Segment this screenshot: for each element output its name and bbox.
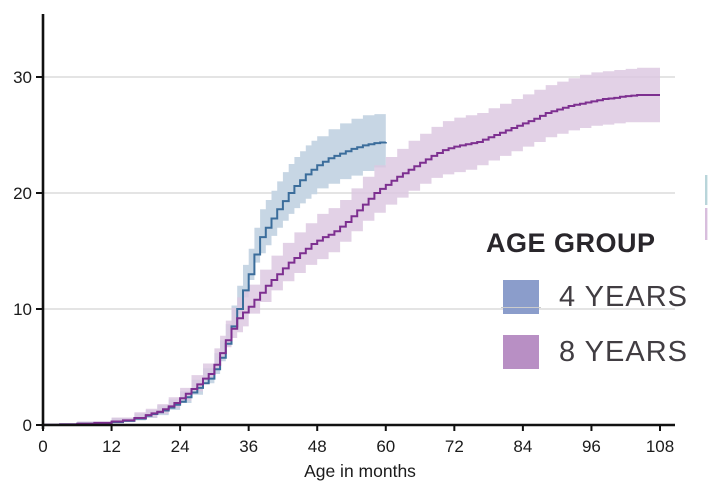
x-tick-label-96: 96 [582, 437, 601, 456]
right-edge-clipped-mark-blue [705, 175, 708, 205]
legend-item-8-years: 8 YEARS [486, 335, 716, 369]
legend-label-4-years: 4 YEARS [559, 280, 688, 313]
legend-title: AGE GROUP [486, 228, 656, 258]
x-tick-label-36: 36 [239, 437, 258, 456]
x-axis-title: Age in months [304, 461, 416, 481]
right-edge-clipped-mark-purple [705, 208, 708, 240]
legend: AGE GROUP 4 YEARS 8 YEARS [486, 228, 716, 369]
legend-swatch-4-years [501, 280, 541, 314]
legend-swatch-8-years [503, 335, 539, 369]
x-tick-label-0: 0 [38, 437, 47, 456]
x-tick-label-72: 72 [445, 437, 464, 456]
curve-8-years [43, 94, 660, 426]
y-tick-label-30: 30 [13, 68, 32, 87]
x-tick-label-12: 12 [102, 437, 121, 456]
confidence-band-8-years [43, 67, 660, 425]
y-tick-label-20: 20 [13, 184, 32, 203]
x-tick-label-108: 108 [646, 437, 674, 456]
legend-label-8-years: 8 YEARS [559, 335, 688, 368]
x-tick-label-60: 60 [376, 437, 395, 456]
y-tick-label-0: 0 [23, 416, 32, 435]
x-tick-label-48: 48 [308, 437, 327, 456]
legend-item-4-years: 4 YEARS [486, 280, 716, 314]
x-tick-label-24: 24 [171, 437, 190, 456]
x-tick-label-84: 84 [513, 437, 532, 456]
y-tick-label-10: 10 [13, 300, 32, 319]
confidence-band-4-years [43, 114, 386, 425]
